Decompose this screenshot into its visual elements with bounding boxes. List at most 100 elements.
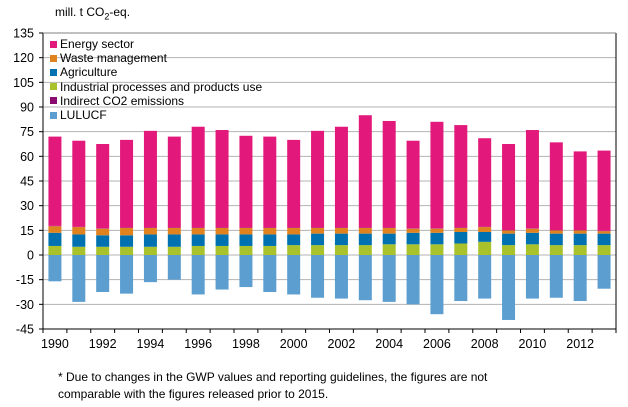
bar-segment: [502, 255, 516, 320]
bar-segment: [96, 235, 110, 247]
footnote-line-2: comparable with the figures released pri…: [58, 387, 329, 401]
legend-swatch: [50, 69, 57, 76]
bar-segment: [525, 130, 539, 229]
bar-segment: [573, 230, 587, 234]
bar-segment: [239, 135, 253, 228]
bar-segment: [334, 255, 348, 299]
bar-segment: [120, 235, 134, 247]
bar-segment: [430, 255, 444, 315]
y-tick-label: 15: [20, 224, 34, 238]
bar-segment: [478, 241, 492, 255]
bar-segment: [287, 255, 301, 295]
legend-item: Energy sector: [50, 37, 262, 51]
bar-segment: [311, 227, 325, 234]
y-tick-label: 0: [27, 249, 34, 263]
x-tick-label: 2000: [280, 337, 308, 351]
bar-segment: [191, 255, 205, 295]
legend-label: Waste management: [60, 51, 167, 66]
bar-segment: [191, 227, 205, 235]
legend-item: Indirect CO2 emissions: [50, 94, 262, 108]
bar-segment: [549, 255, 563, 298]
x-tick-label: 1992: [89, 337, 117, 351]
bar-segment: [215, 130, 229, 228]
bar-segment: [239, 227, 253, 235]
y-tick-label: 90: [20, 101, 34, 115]
bar-segment: [573, 233, 587, 246]
legend-label: LULUCF: [60, 108, 107, 123]
y-tick-label: -30: [16, 298, 34, 312]
bar-segment: [597, 255, 611, 289]
bar-segment: [525, 232, 539, 245]
bar-segment: [263, 227, 277, 235]
legend-label: Indirect CO2 emissions: [60, 93, 185, 108]
bar-segment: [454, 243, 468, 255]
footnote: * Due to changes in the GWP values and r…: [58, 369, 618, 403]
bar-segment: [120, 227, 134, 236]
bar-segment: [287, 245, 301, 255]
bar-segment: [48, 232, 62, 246]
footnote-line-1: Due to changes in the GWP values and rep…: [62, 370, 488, 384]
bar-segment: [382, 227, 396, 234]
bar-segment: [48, 226, 62, 233]
bar-segment: [430, 121, 444, 229]
bar-segment: [96, 255, 110, 292]
bar-segment: [48, 136, 62, 226]
bar-segment: [502, 233, 516, 246]
footnote-marker: *: [58, 370, 63, 384]
y-tick-label: 135: [13, 27, 34, 41]
bar-segment: [454, 231, 468, 244]
bar-segment: [549, 230, 563, 234]
bar-segment: [72, 140, 86, 227]
bar-segment: [358, 255, 372, 301]
bar-segment: [72, 234, 86, 247]
x-tick-label: 1998: [232, 337, 260, 351]
bar-segment: [311, 233, 325, 246]
bar-segment: [358, 245, 372, 255]
bar-segment: [454, 125, 468, 228]
x-tick-label: 2006: [423, 337, 451, 351]
bar-segment: [549, 245, 563, 255]
legend-swatch: [50, 83, 57, 91]
y-tick-label: -45: [16, 323, 34, 337]
bar-segment: [334, 245, 348, 255]
x-tick-label: 1996: [184, 337, 212, 351]
bar-segment: [549, 233, 563, 246]
y-tick-label: 30: [20, 199, 34, 213]
legend-item: Industrial processes and products use: [50, 80, 262, 94]
bar-segment: [382, 255, 396, 302]
x-tick-label: 1994: [137, 337, 165, 351]
bar-segment: [72, 227, 86, 235]
bar-segment: [358, 233, 372, 246]
unit-subscript: 2: [104, 11, 110, 22]
y-tick-label: -15: [16, 273, 34, 287]
bar-segment: [478, 231, 492, 242]
bar-segment: [430, 232, 444, 245]
bar-segment: [239, 255, 253, 288]
bar-segment: [143, 255, 157, 283]
y-tick-label: 75: [20, 125, 34, 139]
bar-segment: [430, 244, 444, 255]
bar-segment: [573, 151, 587, 231]
bar-segment: [263, 234, 277, 246]
bar-segment: [573, 245, 587, 255]
bar-segment: [96, 144, 110, 229]
bar-segment: [263, 255, 277, 292]
bar-segment: [358, 115, 372, 228]
legend-label: Agriculture: [60, 65, 118, 80]
bar-segment: [191, 234, 205, 246]
y-tick-label: 105: [13, 76, 34, 90]
bar-segment: [406, 228, 420, 233]
x-tick-label: 2002: [328, 337, 356, 351]
x-tick-label: 2004: [375, 337, 403, 351]
bar-segment: [311, 255, 325, 298]
x-tick-label: 2008: [471, 337, 499, 351]
x-tick-label: 2012: [566, 337, 594, 351]
bar-segment: [143, 130, 157, 228]
legend-label: Energy sector: [60, 37, 135, 51]
legend-label: Industrial processes and products use: [60, 79, 263, 94]
unit-suffix: -eq.: [109, 5, 131, 19]
bar-segment: [502, 230, 516, 234]
bar-segment: [263, 245, 277, 255]
bar-segment: [525, 228, 539, 233]
